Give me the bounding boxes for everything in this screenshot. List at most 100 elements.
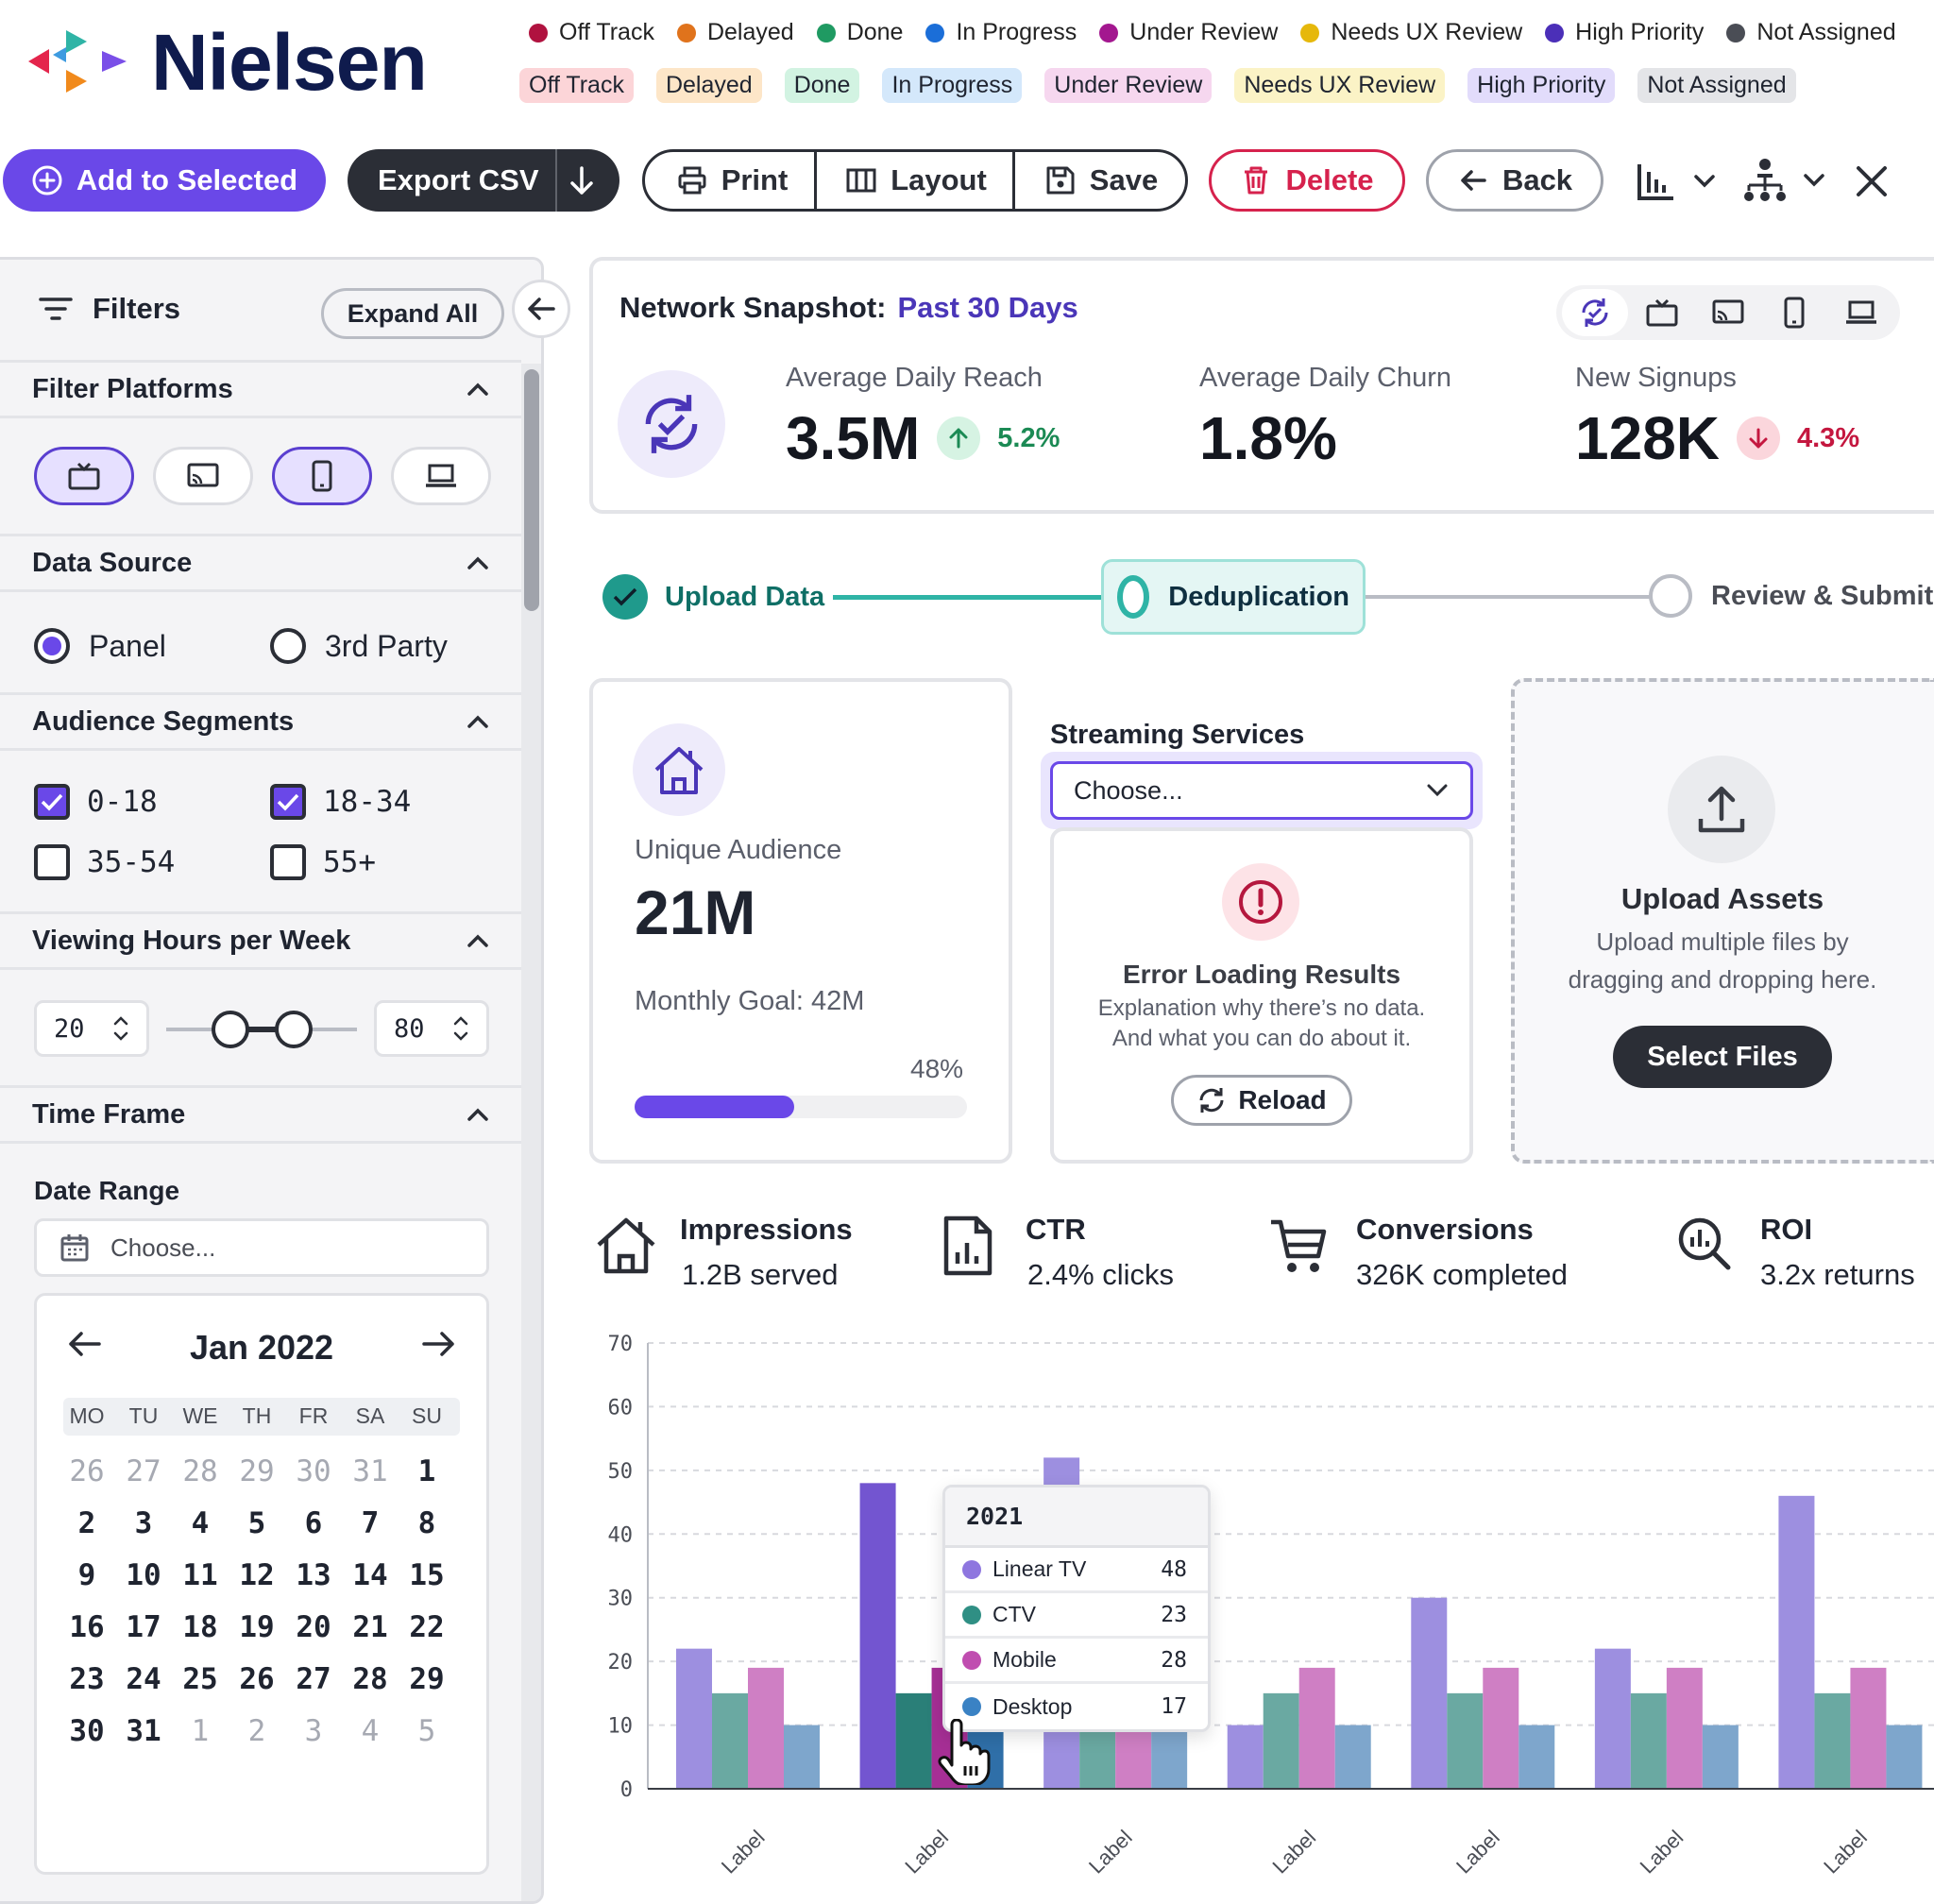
calendar-day[interactable]: 30 [296,1454,331,1488]
calendar-day[interactable]: 2 [247,1714,266,1748]
toggle-tv-button[interactable] [1628,298,1694,327]
calendar-day[interactable]: 23 [69,1662,105,1696]
hours-min-stepper[interactable]: 20 [34,1000,149,1057]
calendar-day[interactable]: 20 [296,1610,331,1644]
print-button[interactable]: Print [652,149,812,212]
layout-button[interactable]: Layout [820,149,1012,212]
step-review-submit[interactable]: Review & Submit [1649,574,1933,618]
calendar-day[interactable]: 29 [239,1454,275,1488]
export-csv-button[interactable]: Export CSV [348,149,619,212]
segment-35-54[interactable]: 35-54 [34,844,175,880]
delete-button[interactable]: Delete [1209,149,1405,212]
date-range-input[interactable]: Choose... [34,1218,489,1277]
expand-all-button[interactable]: Expand All [321,288,504,339]
calendar-day[interactable]: 18 [182,1610,218,1644]
step-upload-data[interactable]: Upload Data [602,574,824,620]
calendar-day[interactable]: 31 [126,1714,161,1748]
sidebar-scrollbar-thumb[interactable] [524,369,539,611]
calendar-day[interactable]: 17 [126,1610,161,1644]
segment-35-54-checkbox[interactable] [34,844,70,880]
calendar-day[interactable]: 4 [361,1714,380,1748]
calendar-day[interactable]: 16 [69,1610,105,1644]
calendar-day[interactable]: 3 [134,1506,153,1540]
streaming-select[interactable]: Choose... [1050,761,1473,820]
hours-min-handle[interactable] [212,1011,249,1048]
platform-cast-button[interactable] [153,447,253,505]
section-time-frame[interactable]: Time Frame [0,1085,521,1144]
calendar-day[interactable]: 31 [352,1454,388,1488]
segment-18-34[interactable]: 18-34 [270,784,411,820]
calendar-day[interactable]: 12 [239,1558,275,1592]
section-data-source[interactable]: Data Source [0,534,521,592]
segment-0-18[interactable]: 0-18 [34,784,158,820]
toggle-laptop-button[interactable] [1828,299,1894,326]
calendar-day[interactable]: 26 [239,1662,275,1696]
upload-dropzone[interactable] [1511,678,1934,1164]
section-viewing-hours[interactable]: Viewing Hours per Week [0,911,521,970]
segment-55-plus-checkbox[interactable] [270,844,306,880]
radio-3rd-party-control[interactable] [270,628,306,664]
platform-laptop-button[interactable] [391,447,491,505]
toggle-mobile-button[interactable] [1761,297,1827,329]
toggle-all-button[interactable] [1562,289,1629,336]
sidebar-scrollbar[interactable] [521,364,541,1901]
segment-18-34-checkbox[interactable] [270,784,306,820]
save-button[interactable]: Save [1018,149,1184,212]
export-dropdown-button[interactable] [563,162,610,200]
radio-panel[interactable]: Panel [34,628,166,664]
calendar-day[interactable]: 27 [296,1662,331,1696]
section-audience-segments[interactable]: Audience Segments [0,692,521,751]
calendar-day[interactable]: 28 [182,1454,218,1488]
section-filter-platforms[interactable]: Filter Platforms [0,360,521,418]
calendar-day[interactable]: 13 [296,1558,331,1592]
hours-max-handle[interactable] [275,1011,313,1048]
calendar-day[interactable]: 6 [304,1506,323,1540]
hierarchy-menu-button[interactable] [1739,157,1826,204]
stepper-arrows-icon[interactable] [452,1012,469,1045]
back-button[interactable]: Back [1426,149,1603,212]
platform-tv-button[interactable] [34,447,134,505]
calendar-day[interactable]: 1 [191,1714,210,1748]
calendar-day[interactable]: 15 [409,1558,445,1592]
calendar-day[interactable]: 24 [126,1662,161,1696]
calendar-day[interactable]: 21 [352,1610,388,1644]
step-deduplication[interactable]: Deduplication [1101,559,1366,635]
calendar-day[interactable]: 2 [77,1506,96,1540]
calendar-day[interactable]: 30 [69,1714,105,1748]
calendar-day[interactable]: 14 [352,1558,388,1592]
calendar-day[interactable]: 19 [239,1610,275,1644]
calendar-day[interactable]: 10 [126,1558,161,1592]
segment-55-plus[interactable]: 55+ [270,844,376,880]
calendar-day[interactable]: 1 [417,1454,436,1488]
calendar-day[interactable]: 28 [352,1662,388,1696]
hours-max-stepper[interactable]: 80 [374,1000,489,1057]
hours-title: Viewing Hours per Week [32,925,351,956]
calendar-day[interactable]: 29 [409,1662,445,1696]
close-button[interactable] [1853,162,1891,200]
collapse-sidebar-button[interactable] [512,280,570,338]
add-to-selected-button[interactable]: Add to Selected [3,149,326,212]
platform-mobile-button[interactable] [272,447,372,505]
radio-panel-control[interactable] [34,628,70,664]
calendar-day[interactable]: 27 [126,1454,161,1488]
calendar-day[interactable]: 25 [182,1662,218,1696]
calendar-day[interactable]: 26 [69,1454,105,1488]
segment-0-18-checkbox[interactable] [34,784,70,820]
calendar-day[interactable]: 3 [304,1714,323,1748]
calendar-day[interactable]: 11 [182,1558,218,1592]
toggle-cast-button[interactable] [1695,298,1761,327]
calendar-next-button[interactable] [420,1330,456,1358]
calendar-day[interactable]: 7 [361,1506,380,1540]
stepper-arrows-icon[interactable] [112,1012,129,1045]
calendar-prev-button[interactable] [67,1330,103,1358]
calendar-day[interactable]: 5 [417,1714,436,1748]
calendar-day[interactable]: 5 [247,1506,266,1540]
calendar-day[interactable]: 9 [77,1558,96,1592]
radio-3rd-party[interactable]: 3rd Party [270,628,448,664]
calendar-day[interactable]: 22 [409,1610,445,1644]
chart-menu-button[interactable] [1636,161,1717,202]
calendar-day[interactable]: 8 [417,1506,436,1540]
select-files-button[interactable]: Select Files [1613,1026,1832,1088]
calendar-day[interactable]: 4 [191,1506,210,1540]
reload-button[interactable]: Reload [1171,1075,1352,1126]
